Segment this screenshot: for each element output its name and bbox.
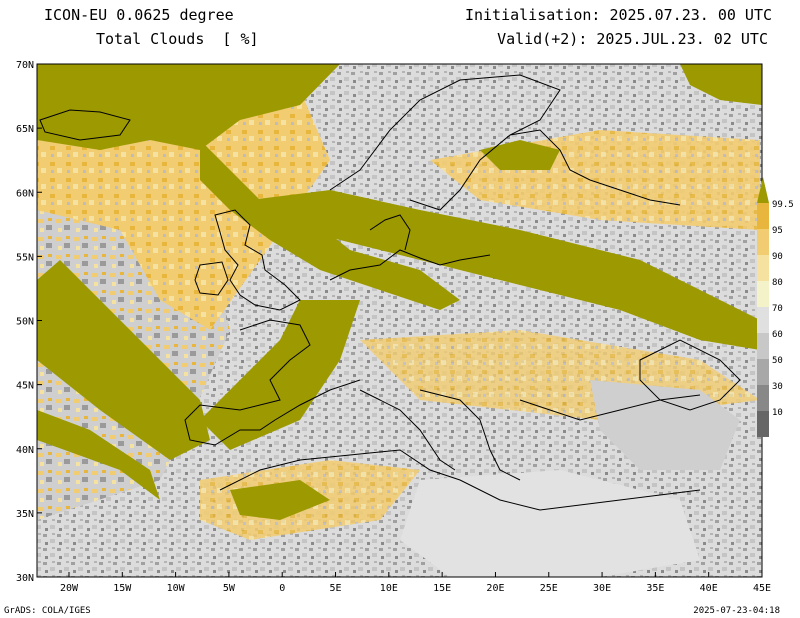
lat-label: 70N: [16, 60, 34, 71]
legend-swatch: [757, 411, 769, 437]
software-credit: GrADS: COLA/IGES: [4, 606, 91, 616]
legend-swatch: [757, 307, 769, 333]
lon-label: 20E: [486, 583, 504, 594]
legend-swatch: [757, 255, 769, 281]
legend-swatch: [757, 333, 769, 359]
lat-label: 60N: [16, 188, 34, 199]
axis-ticks: [37, 63, 763, 578]
lon-label: 40E: [700, 583, 718, 594]
lon-label: 35E: [646, 583, 664, 594]
legend-label: 60: [772, 330, 783, 340]
lon-label: 25E: [540, 583, 558, 594]
lon-label: 0: [279, 583, 285, 594]
legend-swatch: [757, 177, 769, 203]
valid-time: Valid(+2): 2025.JUL.23. 02 UTC: [497, 30, 768, 48]
lat-label: 55N: [16, 252, 34, 263]
longitude-labels: 20W 15W 10W 5W 0 5E 10E 15E 20E 25E 30E 35E 40E 45E: [60, 583, 771, 594]
initialisation-time: Initialisation: 2025.07.23. 00 UTC: [464, 6, 772, 24]
lat-label: 65N: [16, 124, 34, 135]
legend-label: 80: [772, 278, 783, 288]
variable-title: Total Clouds [ %]: [96, 30, 259, 48]
lat-label: 30N: [16, 573, 34, 584]
lon-label: 5W: [223, 583, 236, 594]
legend-label: 10: [772, 408, 783, 418]
lat-label: 45N: [16, 381, 34, 392]
color-legend: 99.5 95 90 80 70 60 50 30 10: [757, 177, 794, 437]
legend-swatch: [757, 385, 769, 411]
legend-swatch: [757, 281, 769, 307]
lon-label: 15E: [433, 583, 451, 594]
lon-label: 15W: [113, 583, 132, 594]
lat-label: 35N: [16, 509, 34, 520]
legend-swatch: [757, 359, 769, 385]
legend-label: 90: [772, 252, 783, 262]
legend-label: 95: [772, 226, 783, 236]
lon-label: 5E: [330, 583, 342, 594]
legend-label: 70: [772, 304, 783, 314]
model-title: ICON-EU 0.0625 degree: [44, 6, 234, 24]
lat-label: 40N: [16, 445, 34, 456]
cloud-field: [37, 64, 762, 577]
legend-label: 50: [772, 356, 783, 366]
coastlines: [39, 74, 741, 511]
latitude-labels: 70N 65N 60N 55N 50N 45N 40N 35N 30N: [16, 60, 34, 584]
lon-label: 10E: [380, 583, 398, 594]
render-timestamp: 2025-07-23-04:18: [693, 606, 780, 616]
lon-label: 45E: [753, 583, 771, 594]
lon-label: 20W: [60, 583, 79, 594]
lat-label: 50N: [16, 317, 34, 328]
legend-swatch: [757, 229, 769, 255]
lon-label: 10W: [167, 583, 186, 594]
lon-label: 30E: [593, 583, 611, 594]
legend-label: 30: [772, 382, 783, 392]
legend-swatch: [757, 203, 769, 229]
legend-label: 99.5: [772, 200, 794, 210]
